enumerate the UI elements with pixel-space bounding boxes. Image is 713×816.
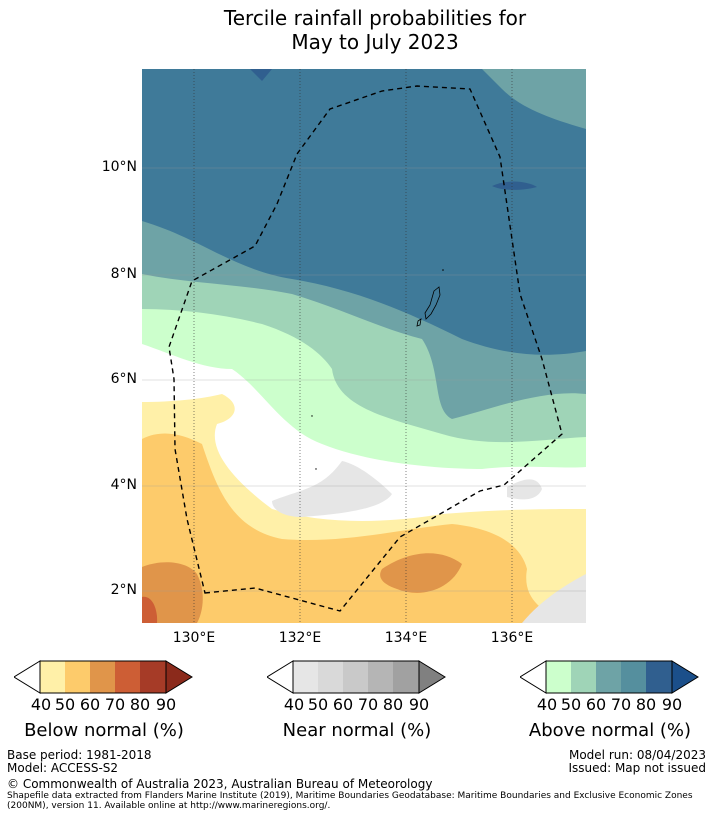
island-tobi bbox=[315, 468, 317, 470]
base-period: Base period: 1981-2018 bbox=[7, 748, 152, 762]
palau-islands bbox=[424, 286, 441, 320]
colorbar-below-swatch-80 bbox=[140, 661, 166, 693]
meridians bbox=[193, 69, 513, 623]
colorbar-near-extend-low bbox=[267, 660, 294, 694]
lat-label-2n: 2°N bbox=[110, 582, 137, 598]
colorbar-near-swatch-50 bbox=[318, 661, 343, 693]
tick: 90 bbox=[408, 695, 430, 714]
tick: 90 bbox=[155, 695, 177, 714]
region-near-40-center bbox=[272, 461, 392, 517]
colorbar-below-normal bbox=[14, 660, 193, 694]
tick: 50 bbox=[560, 695, 582, 714]
region-near-40-se bbox=[522, 574, 586, 623]
tick: 80 bbox=[129, 695, 151, 714]
tick: 90 bbox=[661, 695, 683, 714]
colorbar-above-extend-low bbox=[520, 660, 547, 694]
tick: 70 bbox=[357, 695, 379, 714]
lon-label-130e: 130°E bbox=[172, 630, 216, 646]
colorbar-near-extend-high bbox=[418, 660, 446, 694]
colorbar-above-title: Above normal (%) bbox=[528, 720, 692, 741]
title-line-2: May to July 2023 bbox=[291, 30, 459, 54]
colorbar-below-extend-high bbox=[165, 660, 193, 694]
tick: 80 bbox=[635, 695, 657, 714]
lat-label-6n: 6°N bbox=[110, 371, 137, 387]
colorbar-above-swatch-80 bbox=[646, 661, 672, 693]
colorbar-near-swatch-40 bbox=[293, 661, 318, 693]
colorbar-above-normal bbox=[520, 660, 699, 694]
tick: 80 bbox=[382, 695, 404, 714]
colorbar-below-swatch-50 bbox=[65, 661, 90, 693]
region-near-40-east bbox=[507, 479, 542, 500]
shapefile-credit-line-1: Shapefile data extracted from Flanders M… bbox=[7, 791, 693, 801]
colorbar-near-swatch-60 bbox=[343, 661, 368, 693]
colorbar-below-swatch-70 bbox=[115, 661, 140, 693]
colorbar-below-swatch-40 bbox=[40, 661, 65, 693]
region-above-80-north bbox=[250, 69, 272, 81]
island-kayangel bbox=[442, 269, 444, 271]
model-run: Model run: 08/04/2023 bbox=[568, 748, 706, 762]
colorbar-below-extend-low bbox=[14, 660, 41, 694]
map-title: Tercile rainfall probabilities for May t… bbox=[0, 6, 713, 54]
island-sonsorol bbox=[311, 415, 313, 417]
tick: 70 bbox=[104, 695, 126, 714]
tick: 70 bbox=[610, 695, 632, 714]
shapefile-credit-line-2: (200NM), version 11. Available online at… bbox=[7, 801, 331, 811]
model-name: Model: ACCESS-S2 bbox=[7, 761, 119, 775]
colorbar-below-title: Below normal (%) bbox=[24, 720, 184, 741]
region-below-70 bbox=[142, 596, 158, 623]
tick: 40 bbox=[283, 695, 305, 714]
colorbar-above-swatch-60 bbox=[596, 661, 621, 693]
colorbar-near-swatch-70 bbox=[368, 661, 393, 693]
tick: 60 bbox=[79, 695, 101, 714]
lon-label-136e: 136°E bbox=[490, 630, 534, 646]
tick: 50 bbox=[54, 695, 76, 714]
colorbar-above-extend-high bbox=[671, 660, 699, 694]
island-peleliu bbox=[416, 318, 422, 327]
colorbar-below-swatch-60 bbox=[90, 661, 115, 693]
region-below-60-center bbox=[380, 553, 462, 593]
lon-label-134e: 134°E bbox=[384, 630, 428, 646]
region-below-60-west bbox=[142, 562, 203, 623]
issued-status: Issued: Map not issued bbox=[568, 761, 706, 775]
colorbar-above-swatch-40 bbox=[546, 661, 571, 693]
colorbar-near-swatch-80 bbox=[393, 661, 419, 693]
eez-boundary bbox=[168, 85, 563, 612]
title-line-1: Tercile rainfall probabilities for bbox=[223, 6, 527, 30]
tick: 50 bbox=[307, 695, 329, 714]
region-below-50 bbox=[142, 433, 562, 623]
tick: 60 bbox=[332, 695, 354, 714]
map-canvas bbox=[142, 69, 586, 623]
lon-label-132e: 132°E bbox=[278, 630, 322, 646]
parallels bbox=[142, 167, 586, 592]
tick: 40 bbox=[536, 695, 558, 714]
copyright: © Commonwealth of Australia 2023, Austra… bbox=[7, 777, 433, 791]
lat-label-8n: 8°N bbox=[110, 266, 137, 282]
region-above-60-ne bbox=[482, 69, 586, 129]
lat-label-10n: 10°N bbox=[101, 159, 137, 175]
lat-label-4n: 4°N bbox=[110, 477, 137, 493]
colorbar-near-title: Near normal (%) bbox=[282, 720, 432, 741]
rainfall-probability-map bbox=[142, 69, 586, 623]
colorbar-near-normal bbox=[267, 660, 446, 694]
colorbar-above-swatch-50 bbox=[571, 661, 596, 693]
tick: 40 bbox=[30, 695, 52, 714]
tick: 60 bbox=[585, 695, 607, 714]
colorbar-above-swatch-70 bbox=[621, 661, 646, 693]
